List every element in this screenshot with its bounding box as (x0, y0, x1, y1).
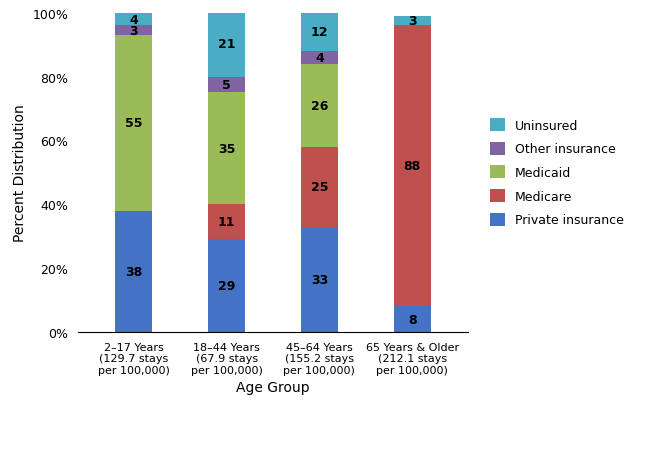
Bar (115, 14, 152, 26)
Text: 88: 88 (404, 160, 421, 173)
Text: 3: 3 (129, 25, 138, 38)
Bar (208, 240, 245, 332)
Bar (394, 307, 431, 332)
Text: 4: 4 (129, 14, 138, 26)
Bar (301, 14, 338, 52)
Text: 25: 25 (311, 181, 328, 194)
Bar (394, 26, 431, 307)
Text: 33: 33 (311, 273, 328, 286)
Text: 11: 11 (218, 216, 235, 229)
Text: 3: 3 (408, 15, 417, 28)
Bar (115, 26, 152, 36)
Text: 12: 12 (311, 26, 328, 39)
Text: 4: 4 (315, 52, 324, 65)
Text: 38: 38 (125, 265, 142, 278)
Bar (208, 205, 245, 240)
Bar (208, 77, 245, 93)
Text: 35: 35 (218, 142, 235, 156)
X-axis label: Age Group: Age Group (236, 380, 310, 394)
Bar (115, 36, 152, 211)
Text: 21: 21 (218, 37, 235, 51)
Y-axis label: Percent Distribution: Percent Distribution (13, 104, 27, 242)
Legend: Uninsured, Other insurance, Medicaid, Medicare, Private insurance: Uninsured, Other insurance, Medicaid, Me… (490, 119, 624, 227)
Bar (301, 52, 338, 65)
Bar (301, 227, 338, 332)
Bar (208, 10, 245, 77)
Text: 8: 8 (408, 313, 417, 326)
Text: 55: 55 (125, 117, 142, 130)
Text: 5: 5 (222, 79, 231, 92)
Bar (301, 147, 338, 227)
Bar (208, 93, 245, 205)
Text: 29: 29 (218, 279, 235, 293)
Bar (301, 65, 338, 147)
Bar (115, 211, 152, 332)
Bar (394, 17, 431, 26)
Text: 26: 26 (311, 100, 328, 112)
